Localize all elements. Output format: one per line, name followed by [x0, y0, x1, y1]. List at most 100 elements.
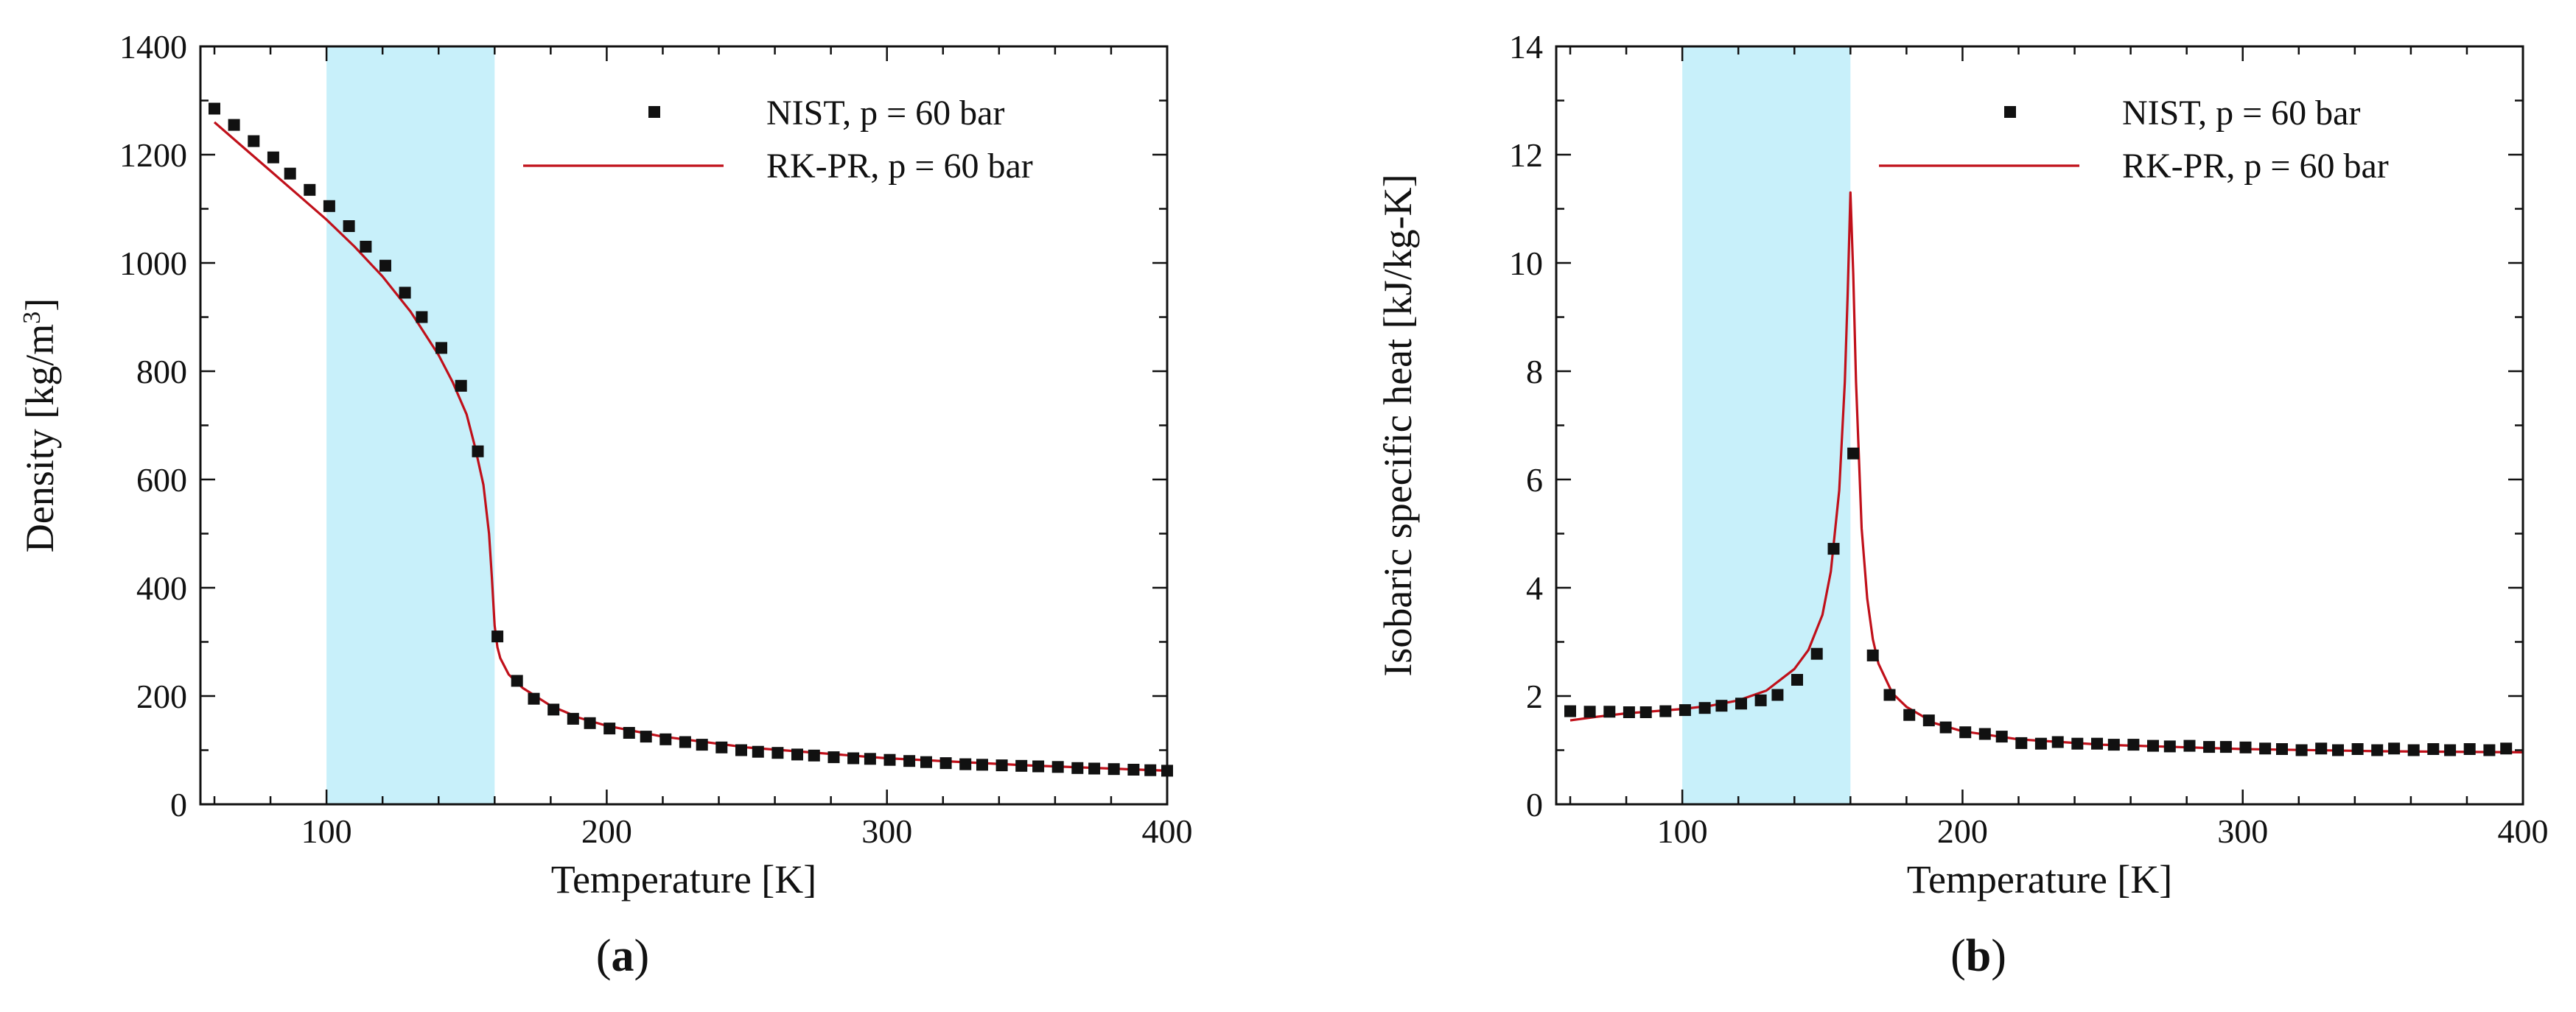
data-point-nist: [1107, 763, 1120, 776]
data-point-nist: [2239, 741, 2252, 753]
x-tick-label: 300: [861, 812, 912, 850]
y-tick-label: 1400: [119, 28, 187, 66]
data-point-nist: [228, 119, 240, 131]
data-point-nist: [2071, 737, 2084, 750]
shaded-region: [1682, 46, 1851, 804]
data-point-nist: [455, 379, 467, 392]
data-point-nist: [640, 731, 652, 743]
data-point-nist: [2219, 741, 2232, 753]
y-tick-label: 800: [136, 353, 187, 390]
data-point-nist: [472, 445, 484, 457]
data-point-nist: [399, 287, 411, 299]
data-point-nist: [1810, 647, 1823, 660]
data-point-nist: [920, 756, 932, 768]
y-tick-label: 12: [1509, 136, 1543, 174]
data-point-nist: [416, 311, 428, 323]
data-point-nist: [1715, 700, 1728, 712]
data-point-nist: [2371, 744, 2384, 756]
data-point-nist: [2147, 739, 2159, 752]
data-point-nist: [1088, 762, 1101, 775]
legend-label-nist: NIST, p = 60 bar: [2122, 94, 2360, 133]
data-point-nist: [2407, 744, 2420, 756]
data-point-nist: [2276, 743, 2288, 755]
data-point-nist: [248, 135, 260, 147]
data-point-nist: [791, 748, 803, 761]
x-tick-label: 300: [2217, 812, 2268, 850]
panel-label-open: (: [596, 931, 612, 981]
data-point-nist: [1071, 762, 1084, 774]
legend: NIST, p = 60 bar RK-PR, p = 60 bar: [1879, 94, 2389, 186]
data-point-nist: [360, 240, 372, 253]
legend: NIST, p = 60 bar RK-PR, p = 60 bar: [523, 94, 1033, 186]
legend-label-rkpr: RK-PR, p = 60 bar: [766, 147, 1033, 186]
data-point-nist: [1698, 702, 1711, 714]
data-point-nist: [976, 759, 988, 771]
data-point-nist: [2163, 740, 2176, 753]
chart-panel-b: 100 200 300 400 0 2 4 6 8 10 12 14 Temperature [K] Is…: [1376, 28, 2549, 981]
data-point-nist: [2388, 742, 2401, 755]
data-point-nist: [323, 200, 335, 212]
data-point-nist: [1051, 761, 1064, 773]
y-tick-label: 1200: [119, 136, 187, 174]
data-point-nist: [1883, 689, 1896, 701]
data-point-nist: [2483, 744, 2496, 756]
data-point-nist: [2500, 742, 2513, 755]
data-point-nist: [511, 675, 523, 687]
data-point-nist: [1623, 706, 1635, 718]
data-point-nist: [1603, 706, 1616, 718]
y-tick-label: 8: [1526, 353, 1543, 390]
panel-label-letter: b: [1966, 931, 1991, 981]
data-point-nist: [2015, 737, 2028, 749]
data-point-nist: [847, 752, 860, 765]
data-point-nist: [808, 749, 820, 762]
y-tick-label: 0: [170, 786, 187, 823]
panel-label-letter: a: [612, 931, 634, 981]
data-point-nist: [1903, 709, 1916, 721]
legend-label-nist: NIST, p = 60 bar: [766, 94, 1004, 133]
data-point-nist: [1827, 543, 1840, 555]
data-point-nist: [735, 744, 747, 756]
data-point-nist: [209, 102, 220, 115]
data-point-nist: [1015, 759, 1028, 772]
data-point-nist: [1959, 726, 1972, 739]
data-point-nist: [1771, 689, 1784, 701]
data-point-nist: [1847, 447, 1860, 460]
data-point-nist: [659, 733, 672, 745]
panel-label: (b): [1950, 931, 2006, 981]
data-point-nist: [379, 259, 391, 272]
data-point-nist: [2034, 737, 2047, 750]
data-point-nist: [995, 759, 1008, 772]
data-point-nist: [528, 692, 540, 705]
data-point-nist: [2259, 742, 2272, 755]
x-axis-title: Temperature [K]: [1907, 857, 2173, 902]
data-point-nist: [584, 717, 596, 729]
data-point-nist: [1659, 705, 1672, 717]
data-point-nist: [1679, 704, 1691, 717]
y-tick-label: 1000: [119, 245, 187, 282]
data-point-nist: [939, 757, 952, 770]
data-point-nist: [304, 183, 316, 196]
data-point-nist: [1754, 694, 1767, 706]
y-tick-label: 400: [136, 569, 187, 607]
y-tick-label: 2: [1526, 678, 1543, 715]
data-point-nist: [883, 753, 896, 766]
x-tick-label: 400: [1142, 812, 1193, 850]
data-point-nist: [771, 747, 784, 759]
x-axis-title: Temperature [K]: [551, 857, 817, 902]
shaded-region: [326, 46, 495, 804]
panel-label-open: (: [1950, 931, 1966, 981]
data-point-nist: [491, 630, 504, 643]
data-point-nist: [864, 753, 876, 765]
data-point-nist: [435, 342, 447, 354]
data-point-nist: [2351, 743, 2364, 755]
data-point-nist: [2427, 743, 2440, 755]
data-point-nist: [603, 723, 616, 735]
data-point-nist: [679, 736, 691, 748]
data-point-nist: [2203, 741, 2216, 753]
data-point-nist: [1995, 731, 2008, 743]
data-point-nist: [1922, 714, 1935, 727]
y-tick-label: 10: [1509, 245, 1543, 282]
data-point-nist: [267, 151, 279, 164]
x-tick-label: 400: [2498, 812, 2549, 850]
